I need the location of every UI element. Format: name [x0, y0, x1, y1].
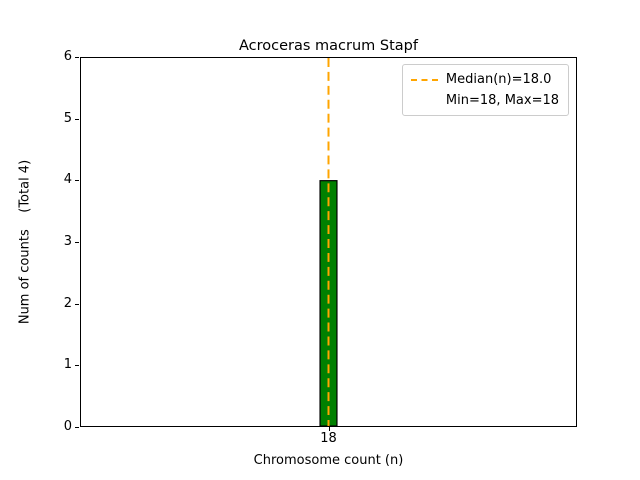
y-tick-mark: [75, 365, 79, 367]
y-tick-mark: [75, 57, 79, 58]
chart-title: Acroceras macrum Stapf: [238, 38, 418, 54]
legend-label-minmax: Min=18, Max=18: [445, 93, 559, 108]
x-tick-mark: [328, 427, 330, 431]
legend: Median(n)=18.0 Min=18, Max=18: [401, 64, 569, 116]
plot-area: Median(n)=18.0 Min=18, Max=18: [80, 57, 577, 427]
y-tick-label: 1: [63, 357, 72, 373]
y-tick-mark: [75, 303, 79, 305]
legend-label-median: Median(n)=18.0: [445, 72, 552, 87]
y-tick-label: 5: [63, 110, 72, 126]
y-tick-label: 4: [63, 172, 72, 188]
y-tick-label: 2: [63, 295, 72, 311]
y-tick-label: 6: [63, 49, 72, 64]
x-tick-label: 18: [320, 431, 337, 446]
legend-spacer: [411, 100, 438, 102]
y-tick-mark: [75, 427, 79, 428]
y-tick-label: 0: [63, 419, 72, 434]
y-tick-mark: [75, 242, 79, 243]
y-axis-label: Num of counts (Total 4): [17, 159, 33, 325]
y-tick-label: 3: [63, 234, 72, 249]
x-axis-label: Chromosome count (n): [253, 453, 404, 468]
legend-row-minmax: Min=18, Max=18: [411, 90, 559, 111]
plot-canvas: [319, 58, 338, 426]
y-tick-mark: [75, 180, 79, 182]
median-dashed-line-sample: [410, 78, 438, 81]
legend-row-median: Median(n)=18.0: [410, 69, 559, 90]
y-tick-mark: [75, 118, 79, 120]
